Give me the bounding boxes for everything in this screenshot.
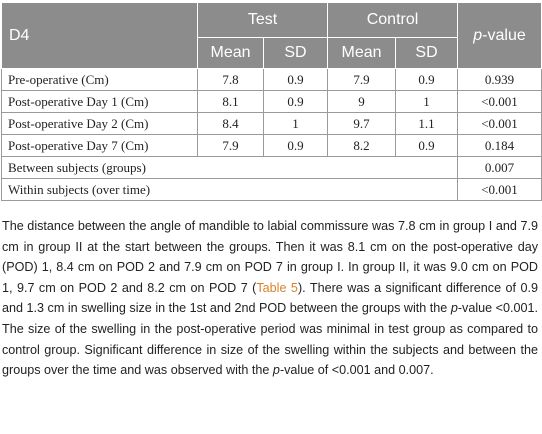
- cell-test-sd: 1: [263, 112, 328, 135]
- group-header-control: Control: [326, 2, 459, 38]
- pvalue-header-suffix: -value: [482, 26, 526, 44]
- paragraph-text: -value <0.001. The size of the swelling …: [2, 301, 539, 378]
- summary-row: Within subjects (over time) <0.001: [0, 178, 542, 201]
- cell-test-sd: 0.9: [263, 134, 328, 157]
- cell-control-mean: 8.2: [327, 134, 396, 157]
- table-subheader-row: Mean SD Mean SD: [2, 37, 542, 69]
- paragraph-text: The distance between the angle of mandib…: [2, 219, 538, 295]
- subheader-control-mean: Mean: [327, 37, 396, 69]
- cell-control-mean: 9.7: [327, 112, 396, 135]
- p-italic: p: [272, 363, 280, 378]
- cell-test-mean: 8.1: [197, 90, 264, 113]
- row-label: Post-operative Day 1 (Cm): [1, 90, 198, 113]
- cell-test-sd: 0.9: [263, 90, 328, 113]
- row-label: Post-operative Day 7 (Cm): [1, 134, 198, 157]
- cell-control-mean: 7.9: [327, 68, 396, 91]
- table-row: Pre-operative (Cm) 7.8 0.9 7.9 0.9 0.939: [1, 68, 542, 91]
- cell-test-sd: 0.9: [263, 68, 328, 91]
- paragraph-text: -value of <0.001 and 0.007.: [279, 363, 434, 378]
- cell-control-mean: 9: [327, 90, 396, 113]
- cell-control-sd: 0.9: [394, 68, 459, 91]
- summary-pvalue: 0.007: [457, 156, 542, 179]
- cell-pvalue: 0.939: [457, 68, 542, 91]
- subheader-test-sd: SD: [263, 37, 328, 69]
- corner-label: D4: [1, 2, 198, 69]
- results-table: D4 Test Control p-value Mean SD Mean SD …: [0, 2, 542, 201]
- pvalue-header: p-value: [457, 2, 542, 69]
- cell-control-sd: 1: [394, 90, 459, 113]
- summary-label: Between subjects (groups): [0, 156, 459, 179]
- results-paragraph: The distance between the angle of mandib…: [2, 216, 538, 381]
- table-header-row: D4 Test Control p-value: [1, 2, 542, 69]
- subheader-test-mean: Mean: [197, 37, 264, 69]
- pvalue-header-italic: p: [473, 26, 483, 44]
- table-row: Post-operative Day 2 (Cm) 8.4 1 9.7 1.1 …: [1, 112, 542, 135]
- cell-pvalue: <0.001: [457, 90, 542, 113]
- summary-pvalue: <0.001: [457, 178, 542, 201]
- subheader-control-sd: SD: [394, 37, 459, 69]
- table-row: Post-operative Day 1 (Cm) 8.1 0.9 9 1 <0…: [1, 90, 542, 113]
- cell-control-sd: 0.9: [394, 134, 459, 157]
- paragraph-text: ). There was a significant difference of…: [2, 280, 538, 316]
- cell-test-mean: 8.4: [197, 112, 264, 135]
- cell-pvalue: 0.184: [457, 134, 542, 157]
- row-label: Pre-operative (Cm): [1, 68, 198, 91]
- p-italic: p: [450, 301, 458, 316]
- summary-row: Between subjects (groups) 0.007: [0, 156, 542, 179]
- row-label: Post-operative Day 2 (Cm): [1, 112, 198, 135]
- cell-pvalue: <0.001: [457, 112, 542, 135]
- cell-test-mean: 7.9: [197, 134, 264, 157]
- cell-control-sd: 1.1: [394, 112, 459, 135]
- cell-test-mean: 7.8: [197, 68, 264, 91]
- table-row: Post-operative Day 7 (Cm) 7.9 0.9 8.2 0.…: [1, 134, 542, 157]
- summary-label: Within subjects (over time): [0, 178, 459, 201]
- table-reference-link[interactable]: Table 5: [256, 280, 298, 295]
- group-header-test: Test: [197, 2, 328, 38]
